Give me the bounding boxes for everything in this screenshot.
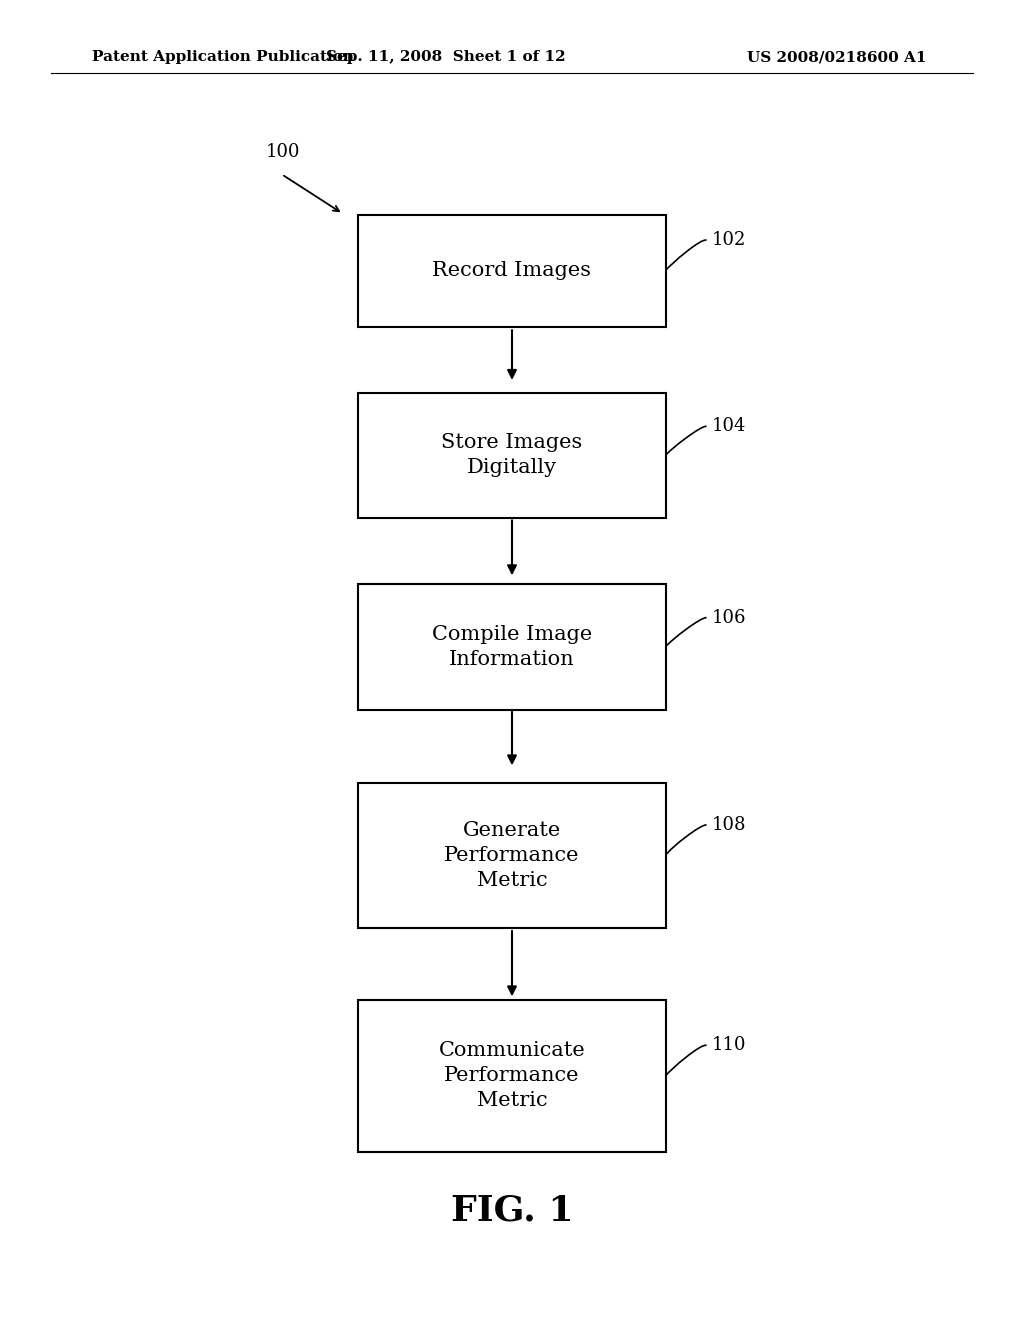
Text: Store Images
Digitally: Store Images Digitally bbox=[441, 433, 583, 478]
FancyBboxPatch shape bbox=[358, 214, 666, 326]
Text: Record Images: Record Images bbox=[432, 261, 592, 280]
Text: Compile Image
Information: Compile Image Information bbox=[432, 624, 592, 669]
Text: Sep. 11, 2008  Sheet 1 of 12: Sep. 11, 2008 Sheet 1 of 12 bbox=[326, 50, 565, 65]
Text: Patent Application Publication: Patent Application Publication bbox=[92, 50, 354, 65]
Text: 108: 108 bbox=[712, 816, 746, 834]
Text: FIG. 1: FIG. 1 bbox=[451, 1193, 573, 1228]
FancyBboxPatch shape bbox=[358, 393, 666, 517]
Text: Communicate
Performance
Metric: Communicate Performance Metric bbox=[438, 1041, 586, 1110]
Text: 100: 100 bbox=[266, 143, 301, 161]
FancyBboxPatch shape bbox=[358, 1001, 666, 1151]
Text: US 2008/0218600 A1: US 2008/0218600 A1 bbox=[748, 50, 927, 65]
Text: Generate
Performance
Metric: Generate Performance Metric bbox=[444, 821, 580, 890]
Text: 110: 110 bbox=[712, 1036, 746, 1055]
FancyBboxPatch shape bbox=[358, 783, 666, 928]
Text: 104: 104 bbox=[712, 417, 746, 436]
FancyBboxPatch shape bbox=[358, 583, 666, 710]
Text: 106: 106 bbox=[712, 609, 746, 627]
Text: 102: 102 bbox=[712, 231, 746, 249]
